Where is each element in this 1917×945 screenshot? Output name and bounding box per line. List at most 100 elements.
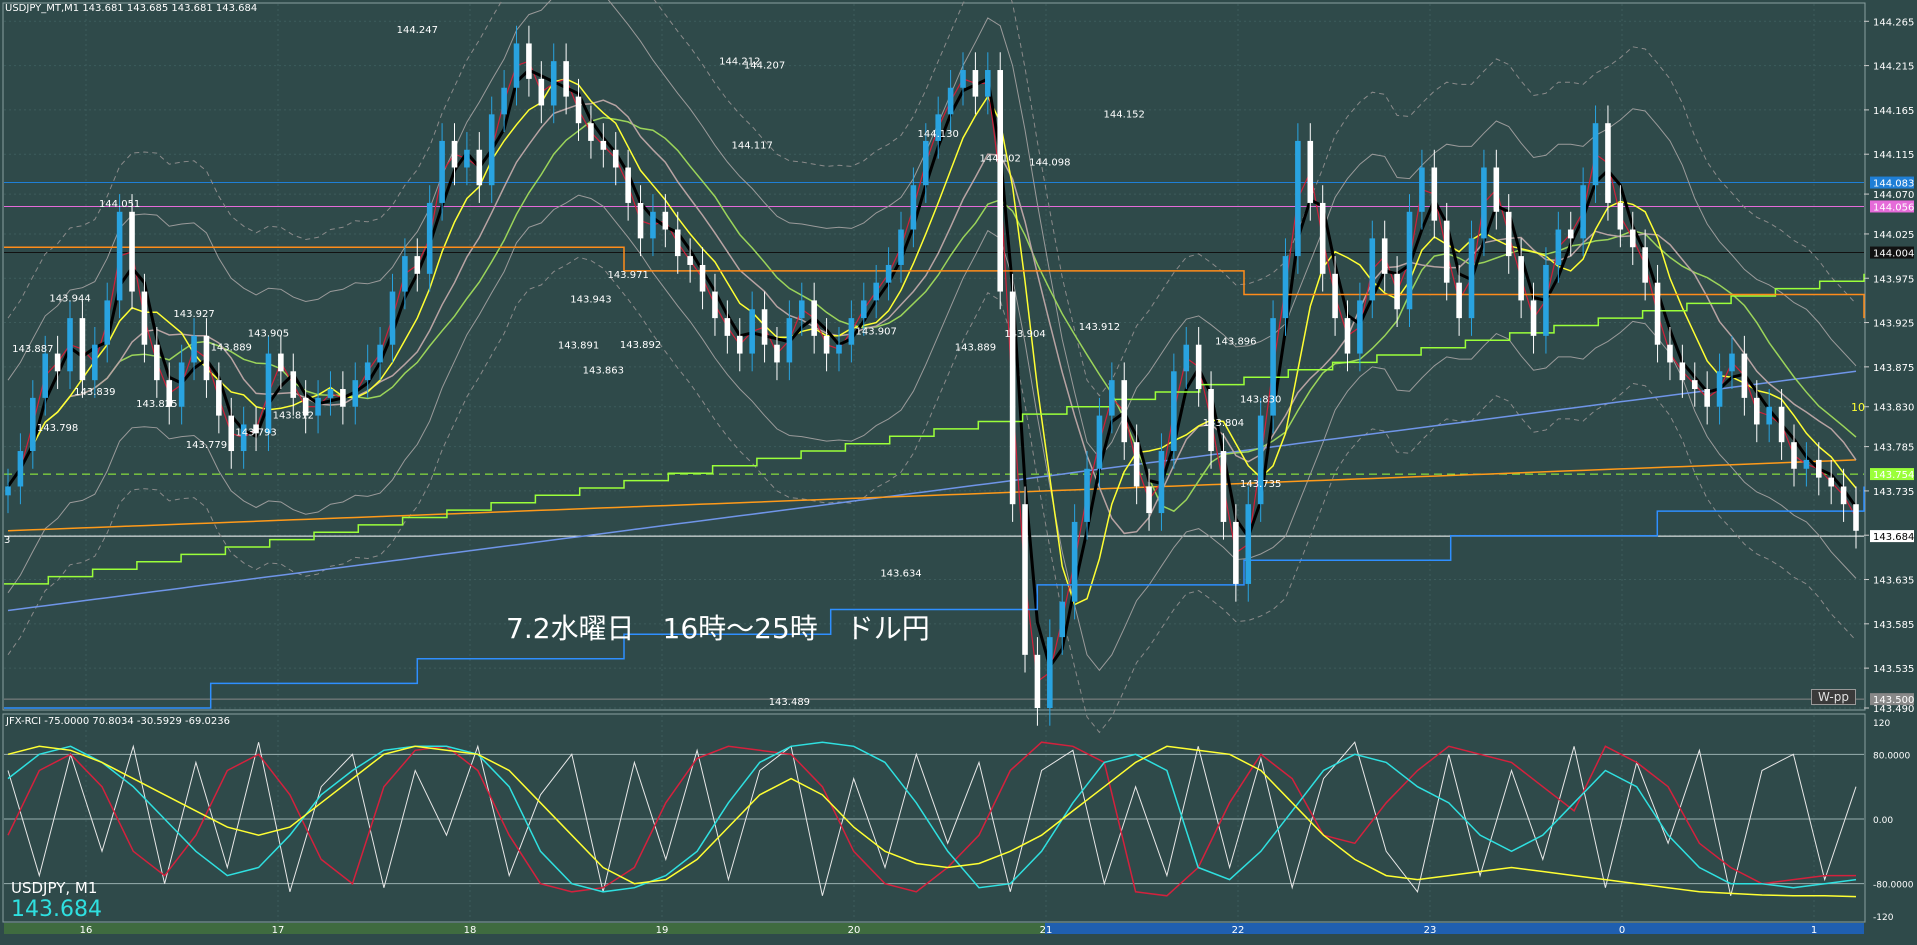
time-tick-label: 0	[1619, 925, 1625, 936]
candle-body	[761, 309, 768, 345]
price-label: 143.943	[570, 295, 611, 306]
candle-body	[1592, 123, 1599, 186]
candle-body	[935, 114, 941, 141]
price-tick-label: 143.635	[1873, 576, 1914, 587]
grid	[4, 4, 1864, 921]
candle-body	[898, 229, 904, 265]
candle-body	[1419, 167, 1425, 212]
ma-lime	[7, 116, 1857, 513]
candle-body	[1679, 362, 1686, 381]
time-axis-bar	[4, 923, 1864, 934]
level-tag-label: 144.004	[1873, 249, 1914, 260]
candles	[5, 25, 1859, 726]
candle-body	[1518, 256, 1524, 301]
step-orange	[4, 246, 1865, 319]
candle-body	[1766, 406, 1772, 425]
candle-body	[79, 318, 86, 381]
candle-body	[1605, 123, 1611, 203]
candle-body	[1171, 371, 1177, 452]
candle-body	[811, 300, 817, 336]
price-tick-label: 144.165	[1873, 106, 1914, 117]
candle-body	[712, 291, 718, 319]
candle-body	[67, 318, 73, 372]
price-label: 143.907	[856, 327, 897, 338]
candle-body	[588, 123, 594, 141]
candle-body	[563, 61, 569, 97]
time-tick-label: 23	[1424, 925, 1437, 936]
candle-body	[54, 353, 61, 372]
indicator-lines	[4, 0, 1865, 734]
ma-black	[6, 68, 1858, 671]
candle-body	[216, 380, 222, 416]
price-tick-label: 144.265	[1873, 17, 1914, 28]
candle-body	[1381, 238, 1388, 274]
time-tick-label: 1	[1811, 925, 1817, 936]
candle-body	[1282, 256, 1289, 319]
candle-body	[1220, 451, 1227, 522]
price-tick-label: 143.975	[1873, 274, 1914, 285]
candle-body	[1567, 229, 1574, 239]
candle-body	[1071, 521, 1078, 602]
candle-body	[1481, 167, 1487, 239]
rci-tick-label: -120	[1873, 913, 1894, 923]
candle-body	[1133, 442, 1140, 487]
candle-body	[1654, 282, 1661, 345]
candle-body	[526, 43, 532, 79]
band-lower	[7, 194, 1857, 672]
candle-body	[1146, 486, 1152, 514]
candle-body	[42, 353, 48, 398]
candle-body	[1394, 273, 1400, 310]
price-label: 143.839	[74, 387, 115, 398]
price-label: 143.634	[880, 568, 921, 579]
candle-body	[736, 335, 743, 354]
candle-body	[1406, 211, 1413, 310]
candle-body	[947, 87, 954, 115]
price-tick-label: 143.735	[1873, 487, 1914, 498]
candle-body	[1332, 273, 1338, 319]
candle-body	[1704, 389, 1710, 407]
step-lime	[4, 273, 1865, 585]
candle-body	[836, 344, 842, 354]
candle-body	[1009, 291, 1016, 505]
rci-tick-label: -80.0000	[1873, 881, 1914, 891]
w-pp-button[interactable]: W-pp	[1811, 689, 1856, 705]
rci-panel-frame	[2, 713, 1866, 923]
candle-body	[1257, 415, 1264, 505]
level-tag-label: 144.056	[1873, 202, 1914, 213]
candle-body	[1840, 486, 1847, 505]
candle-body	[885, 264, 892, 283]
candle-body	[1691, 380, 1698, 390]
candle-body	[513, 43, 520, 88]
candle-body	[1642, 247, 1648, 283]
time-tick-label: 22	[1232, 925, 1245, 936]
price-label: 143.927	[173, 309, 214, 320]
candle-body	[1344, 318, 1351, 354]
time-tick-label: 17	[272, 925, 285, 936]
candle-body	[1617, 202, 1624, 230]
main-panel-frame	[2, 2, 1866, 711]
candle-body	[253, 424, 259, 434]
candle-body	[166, 380, 173, 407]
candle-body	[1530, 300, 1537, 336]
candle-body	[1791, 442, 1797, 469]
candle-body	[985, 70, 991, 97]
price-label: 143.798	[37, 423, 78, 434]
candle-body	[1667, 344, 1673, 363]
candle-body	[141, 291, 148, 345]
level-tag	[1870, 530, 1914, 543]
price-label: 144.102	[980, 154, 1021, 165]
price-tick-label: 144.115	[1873, 150, 1914, 161]
candle-body	[798, 300, 805, 319]
price-label: 143.804	[1203, 418, 1244, 429]
candle-body	[674, 229, 681, 257]
price-label: 143.896	[1215, 336, 1256, 347]
price-tick-label: 143.785	[1873, 443, 1914, 454]
candle-body	[1084, 468, 1090, 522]
rci-series-rci-26	[7, 741, 1856, 897]
candle-body	[786, 318, 793, 363]
price-tick-label: 143.830	[1873, 403, 1914, 414]
candle-body	[1047, 637, 1053, 708]
chart-header-info: USDJPY_MT,M1 143.681 143.685 143.681 143…	[5, 3, 258, 14]
